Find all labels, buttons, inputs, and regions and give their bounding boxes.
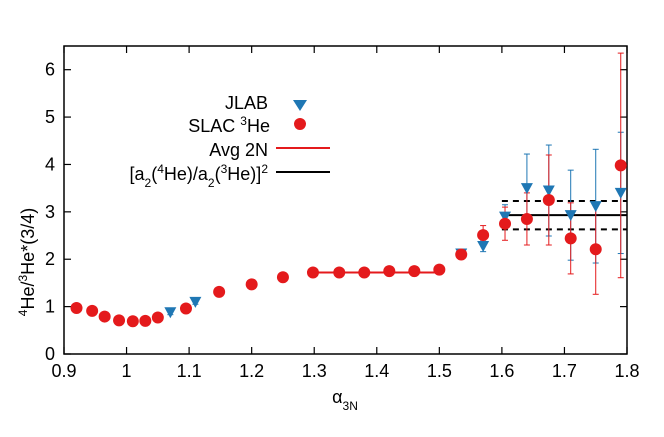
x-tick-label: 0.9 [51, 361, 76, 381]
jlab-point [614, 187, 627, 199]
slac-point [306, 266, 319, 279]
slac-point [70, 302, 83, 315]
y-tick-label: 3 [45, 202, 55, 222]
x-axis: 0.9 1 1.1 1.2 1.3 1.4 1.5 1.6 1.7 1.8 [51, 46, 640, 381]
x-tick-label: 1.4 [364, 361, 389, 381]
legend-label-ratio: [a2(4He)/a2(3He)]2 [130, 162, 269, 190]
data-points [70, 159, 627, 328]
slac-point [213, 285, 226, 298]
jlab-point [520, 183, 533, 195]
x-tick-label: 1.3 [302, 361, 327, 381]
slac-point [433, 263, 446, 276]
slac-point [126, 315, 139, 328]
y-tick-label: 2 [45, 249, 55, 269]
slac-point [520, 212, 533, 225]
x-axis-label: α3N [332, 387, 358, 413]
y-tick-label: 4 [45, 154, 55, 174]
slac-point [542, 194, 555, 206]
jlab-point [164, 307, 177, 319]
y-tick-label: 5 [45, 107, 55, 127]
plot-frame [63, 45, 628, 355]
slac-point [358, 266, 371, 279]
jlab-point [189, 296, 202, 308]
x-tick-label: 1 [122, 361, 132, 381]
x-tick-label: 1.6 [489, 361, 514, 381]
legend-marker-jlab [293, 100, 307, 111]
legend-label-jlab: JLAB [225, 93, 268, 113]
jlab-point [499, 211, 512, 223]
slac-point [113, 314, 126, 327]
plot-border [63, 45, 628, 355]
slac-point [564, 232, 577, 245]
slac-point [614, 159, 627, 172]
jlab-point [564, 210, 577, 222]
slac-point [408, 265, 421, 278]
slac-point [455, 248, 468, 261]
jlab-point [477, 240, 490, 252]
slac-point [477, 229, 490, 242]
legend-label-slac: SLAC 3He [188, 114, 270, 136]
y-tick-label: 1 [45, 297, 55, 317]
slac-point [98, 310, 111, 323]
x-tick-label: 1.8 [614, 361, 639, 381]
x-tick-label: 1.7 [552, 361, 577, 381]
slac-point [151, 311, 164, 324]
y-tick-label: 6 [45, 60, 55, 80]
slac-point [383, 265, 396, 278]
legend: JLAB SLAC 3He Avg 2N [a2(4He)/a2(3He)]2 [130, 93, 330, 190]
y-tick-label: 0 [45, 344, 55, 364]
slac-point [589, 243, 602, 256]
legend-label-avg2n: Avg 2N [209, 140, 268, 160]
slac-point [179, 302, 192, 315]
ratio-band [501, 199, 627, 231]
jlab-point [589, 201, 602, 213]
error-bars [73, 52, 624, 324]
slac-point [276, 271, 289, 284]
x-tick-label: 1.2 [239, 361, 264, 381]
jlab-point [542, 185, 555, 197]
x-tick-label: 1.1 [177, 361, 202, 381]
y-axis-label: 4He/3He*(3/4) [16, 208, 38, 316]
x-tick-label: 1.5 [427, 361, 452, 381]
legend-marker-slac [294, 118, 306, 130]
slac-point [333, 266, 346, 279]
slac-point [86, 304, 99, 317]
slac-point [499, 217, 512, 230]
slac-point [245, 278, 258, 291]
slac-point [139, 314, 152, 327]
